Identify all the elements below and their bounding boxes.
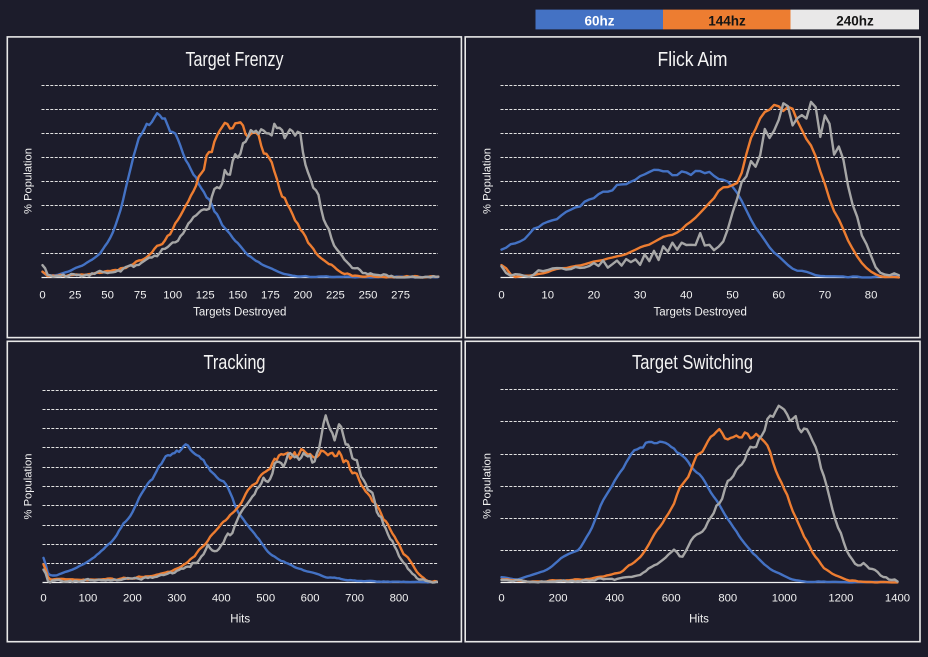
svg-text:50: 50 — [101, 289, 114, 301]
svg-text:% Population: % Population — [482, 453, 494, 519]
svg-text:75: 75 — [134, 289, 147, 301]
svg-text:800: 800 — [390, 592, 409, 604]
svg-text:1400: 1400 — [885, 592, 910, 604]
svg-text:Targets Destroyed: Targets Destroyed — [193, 306, 286, 318]
svg-text:Targets Destroyed: Targets Destroyed — [654, 306, 747, 318]
svg-text:40: 40 — [680, 289, 693, 301]
svg-text:600: 600 — [662, 592, 681, 604]
svg-text:Hits: Hits — [689, 613, 709, 625]
svg-text:100: 100 — [78, 592, 97, 604]
svg-text:Flick Aim: Flick Aim — [658, 49, 728, 71]
svg-text:0: 0 — [39, 289, 45, 301]
svg-text:% Population: % Population — [23, 454, 35, 520]
svg-text:70: 70 — [819, 289, 832, 301]
svg-text:144hz: 144hz — [708, 14, 746, 29]
svg-text:0: 0 — [40, 592, 46, 604]
svg-text:250: 250 — [359, 289, 378, 301]
svg-text:800: 800 — [718, 592, 737, 604]
svg-text:10: 10 — [541, 289, 554, 301]
svg-text:200: 200 — [293, 289, 312, 301]
svg-text:600: 600 — [301, 592, 320, 604]
svg-text:125: 125 — [196, 289, 215, 301]
svg-text:50: 50 — [726, 289, 739, 301]
svg-text:% Population: % Population — [482, 148, 494, 214]
svg-text:0: 0 — [498, 289, 504, 301]
svg-text:500: 500 — [256, 592, 275, 604]
svg-text:1200: 1200 — [828, 592, 853, 604]
svg-text:30: 30 — [634, 289, 647, 301]
svg-text:60: 60 — [772, 289, 785, 301]
svg-text:Target Switching: Target Switching — [632, 352, 753, 374]
svg-text:80: 80 — [865, 289, 878, 301]
svg-text:400: 400 — [212, 592, 231, 604]
svg-text:275: 275 — [391, 289, 410, 301]
svg-text:700: 700 — [345, 592, 364, 604]
svg-text:60hz: 60hz — [584, 14, 614, 29]
svg-text:400: 400 — [605, 592, 624, 604]
svg-text:100: 100 — [163, 289, 182, 301]
svg-text:300: 300 — [167, 592, 186, 604]
svg-text:225: 225 — [326, 289, 345, 301]
svg-text:Target Frenzy: Target Frenzy — [186, 49, 284, 71]
svg-text:Tracking: Tracking — [204, 352, 266, 374]
svg-text:200: 200 — [549, 592, 568, 604]
svg-text:20: 20 — [588, 289, 601, 301]
svg-text:% Population: % Population — [23, 148, 35, 214]
svg-text:175: 175 — [261, 289, 280, 301]
svg-text:Hits: Hits — [230, 613, 250, 625]
svg-text:150: 150 — [228, 289, 247, 301]
svg-text:0: 0 — [498, 592, 504, 604]
svg-text:200: 200 — [123, 592, 142, 604]
svg-text:1000: 1000 — [772, 592, 797, 604]
svg-text:240hz: 240hz — [836, 14, 874, 29]
svg-text:25: 25 — [69, 289, 82, 301]
